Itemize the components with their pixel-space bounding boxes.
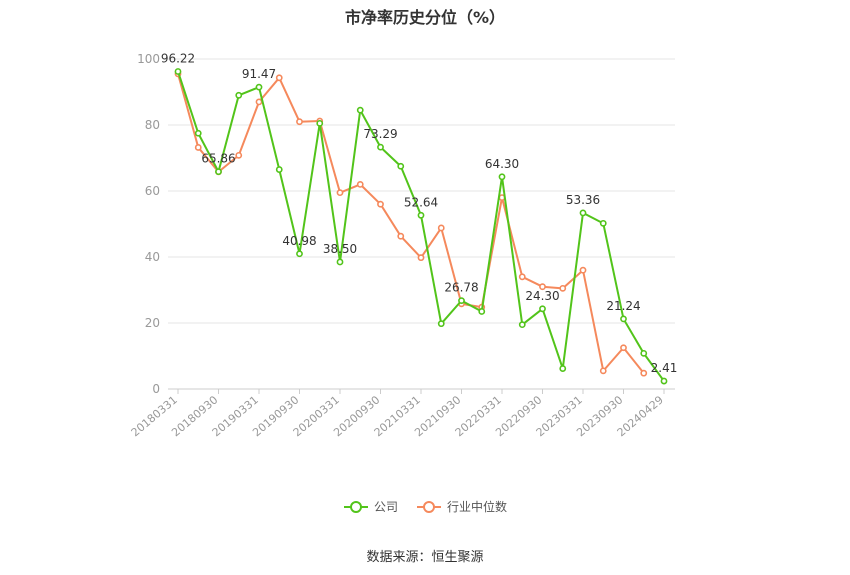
data-label: 24.30: [525, 289, 559, 303]
point-company: [174, 68, 182, 75]
point-industry-median: [579, 266, 587, 274]
point-industry-median: [417, 254, 425, 262]
series-line-company: [177, 71, 665, 382]
point-company: [215, 168, 222, 176]
point-industry-median: [255, 98, 263, 106]
point-company: [518, 321, 526, 329]
point-company: [235, 91, 243, 99]
point-company: [316, 119, 324, 127]
series-line-industry-median: [177, 73, 645, 374]
point-industry-median: [275, 74, 283, 82]
point-company: [397, 162, 405, 170]
legend-industry-label: 行业中位数: [447, 500, 508, 514]
point-company: [559, 365, 567, 372]
source-note: 数据来源：恒生聚源: [366, 550, 484, 565]
point-company: [640, 349, 648, 357]
point-industry-median: [356, 180, 364, 188]
point-company: [620, 315, 627, 323]
legend-company-dot: [349, 500, 362, 513]
point-company: [417, 211, 425, 219]
point-industry-median: [620, 344, 627, 352]
series-layer: [174, 68, 668, 385]
point-industry-median: [640, 369, 648, 377]
y-tick-label: 40: [145, 250, 160, 264]
point-company: [356, 106, 364, 114]
point-industry-median: [437, 224, 445, 232]
point-company: [539, 305, 546, 313]
data-label: 38.50: [323, 242, 357, 256]
legend-industry-dot: [423, 500, 435, 513]
point-company: [437, 320, 445, 328]
point-company: [599, 219, 607, 227]
axis-layer: 0204060801002018033120180930201903312019…: [129, 52, 675, 439]
data-label: 53.36: [566, 193, 600, 207]
legend-item-company[interactable]: 公司: [343, 498, 398, 515]
point-industry-median: [377, 200, 384, 208]
data-label: 21.24: [606, 299, 640, 313]
y-tick-label: 80: [145, 118, 160, 132]
grid-layer: [168, 58, 675, 324]
legend-company-marker: [343, 500, 368, 513]
chart-title: 市净率历史分位（%）: [344, 8, 506, 27]
y-tick-label: 0: [152, 382, 160, 396]
data-label: 65.86: [201, 152, 235, 166]
y-tick-label: 20: [145, 316, 160, 330]
point-company: [579, 209, 587, 217]
point-industry-median: [559, 284, 567, 292]
data-label: 52.64: [404, 195, 438, 209]
label-layer: 96.22 65.86 91.47 40.98 38.50 73.29 52.64 26.78…: [161, 51, 678, 375]
point-industry-median: [518, 273, 526, 281]
point-company: [377, 143, 384, 151]
data-label: 40.98: [282, 234, 316, 248]
y-tick-label: 100: [137, 52, 160, 66]
point-company: [255, 83, 263, 91]
legend-item-industry-median[interactable]: 行业中位数: [416, 498, 507, 515]
point-company: [660, 377, 668, 385]
data-label: 64.30: [485, 157, 519, 171]
y-tick-label: 60: [145, 184, 160, 198]
data-label: 2.41: [651, 361, 678, 375]
point-company: [296, 250, 303, 258]
point-company: [478, 308, 486, 315]
legend: 公司 行业中位数: [0, 498, 850, 515]
point-industry-median: [296, 118, 303, 126]
point-company: [336, 258, 344, 266]
point-industry-median: [599, 367, 607, 375]
point-industry-median: [336, 189, 344, 197]
point-industry-median: [539, 283, 546, 291]
point-company: [194, 129, 202, 137]
point-company: [498, 173, 506, 181]
data-label: 96.22: [161, 51, 195, 65]
point-industry-median: [194, 144, 202, 151]
point-company: [275, 166, 283, 173]
point-company: [458, 297, 465, 305]
legend-industry-marker: [417, 500, 441, 513]
data-label: 73.29: [363, 127, 397, 141]
point-industry-median: [235, 151, 243, 159]
data-label: 91.47: [242, 67, 276, 81]
point-industry-median: [397, 232, 405, 240]
legend-company-label: 公司: [373, 500, 398, 514]
data-label: 26.78: [444, 281, 478, 295]
